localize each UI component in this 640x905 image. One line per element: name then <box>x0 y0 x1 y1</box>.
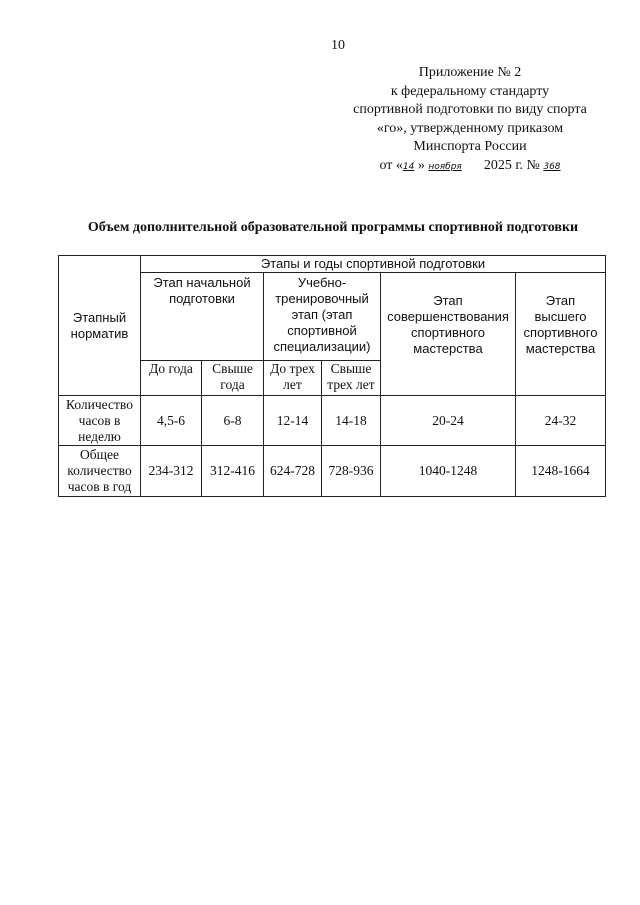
sub-header: До года <box>140 360 202 396</box>
cell: 12-14 <box>263 395 322 446</box>
sub-header: Свыше трех лет <box>321 360 381 396</box>
header-stage-initial: Этап начальной подготовки <box>140 272 264 361</box>
handwritten-day: 14 <box>402 161 415 172</box>
cell: 20-24 <box>380 395 516 446</box>
cell: 1040-1248 <box>380 445 516 497</box>
appendix-header: Приложение № 2 к федеральному стандарту … <box>330 64 610 176</box>
appendix-line: Приложение № 2 <box>418 65 522 80</box>
cell: 4,5-6 <box>140 395 202 446</box>
handwritten-month: ноября <box>428 161 462 172</box>
header-stage-improvement: Этап совершенствования спортивного масте… <box>380 272 516 396</box>
page-number: 10 <box>331 38 345 53</box>
row-label: Количество часов в неделю <box>58 395 141 446</box>
table-row: Общее количество часов в год 234-312 312… <box>58 445 606 497</box>
row-label: Общее количество часов в год <box>58 445 141 497</box>
sub-header: До трех лет <box>263 360 322 396</box>
appendix-line: спортивной подготовки по виду спорта <box>353 102 587 117</box>
header-stage-higher: Этап высшего спортивного мастерства <box>515 272 606 396</box>
cell: 1248-1664 <box>515 445 606 497</box>
cell: 312-416 <box>201 445 264 497</box>
cell: 14-18 <box>321 395 381 446</box>
program-volume-table: Этапный норматив Этапы и годы спортивной… <box>58 255 606 497</box>
header-stages: Этапы и годы спортивной подготовки <box>140 255 606 273</box>
appendix-line: Минспорта России <box>413 139 527 154</box>
cell: 24-32 <box>515 395 606 446</box>
appendix-line: к федеральному стандарту <box>390 83 550 99</box>
handwritten-number: 368 <box>543 161 561 172</box>
appendix-line: «го», утвержденному приказом <box>376 120 564 136</box>
date-mid: » <box>417 157 425 173</box>
appendix-date-line: от «14 » ноября 2025 г. № 368 <box>330 157 610 177</box>
cell: 6-8 <box>201 395 264 446</box>
header-norm: Этапный норматив <box>58 255 141 396</box>
table-row: Количество часов в неделю 4,5-6 6-8 12-1… <box>58 395 606 446</box>
document-title: Объем дополнительной образовательной про… <box>87 220 579 235</box>
sub-header: Свыше года <box>201 360 264 396</box>
cell: 728-936 <box>321 445 381 497</box>
header-stage-training: Учебно-тренировочный этап (этап спортивн… <box>263 272 381 361</box>
cell: 624-728 <box>263 445 322 497</box>
date-year: 2025 г. № <box>483 157 540 173</box>
cell: 234-312 <box>140 445 202 497</box>
date-prefix: от « <box>379 157 403 173</box>
